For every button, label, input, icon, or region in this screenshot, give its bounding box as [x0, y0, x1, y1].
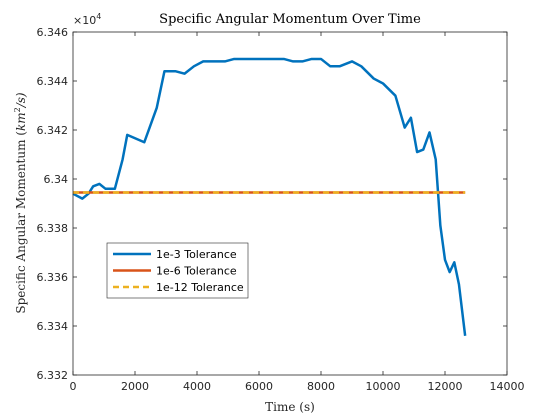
y-exponent-label: ×104	[73, 12, 101, 27]
legend-label-2: 1e-6 Tolerance	[156, 265, 237, 278]
series-lines	[72, 57, 467, 336]
plot-area	[73, 32, 507, 375]
x-tick-label: 4000	[183, 380, 211, 393]
y-tick-label: 6.336	[37, 271, 69, 284]
y-axis-label-unit-base: km	[14, 112, 28, 131]
x-tick-label: 6000	[245, 380, 273, 393]
x-tick-label: 14000	[490, 380, 525, 393]
y-axis-label-unit-exp: 2	[13, 107, 22, 112]
series-line-1	[72, 57, 467, 336]
x-tick-label: 8000	[307, 380, 335, 393]
legend: 1e-3 Tolerance 1e-6 Tolerance 1e-12 Tolera…	[106, 242, 249, 299]
y-tick-label: 6.34	[44, 173, 69, 186]
chart-title: Specific Angular Momentum Over Time	[159, 12, 421, 27]
y-tick-label: 6.344	[37, 75, 69, 88]
x-tick-label: 10000	[366, 380, 401, 393]
y-exponent-base: ×10	[73, 14, 96, 27]
y-axis-label: Specific Angular Momentum (km2/s)	[13, 92, 28, 314]
x-axis-label: Time (s)	[265, 400, 315, 414]
y-tick-label: 6.346	[37, 26, 69, 39]
y-exponent-power: 4	[96, 12, 101, 21]
y-tick-label: 6.342	[37, 124, 69, 137]
y-axis-label-main: Specific Angular Momentum (	[14, 131, 28, 314]
y-tick-label: 6.338	[37, 222, 69, 235]
axis-ticks: 0 2000 4000 6000 8000 10000 12000 14000 6.332 6.3…	[37, 26, 525, 393]
legend-label-1: 1e-3 Tolerance	[156, 248, 237, 261]
y-tick-label: 6.332	[37, 369, 69, 382]
legend-label-3: 1e-12 Tolerance	[156, 281, 244, 294]
y-axis-label-unit-tail: /s)	[14, 92, 28, 108]
y-tick-label: 6.334	[37, 320, 69, 333]
axes-box	[72, 31, 508, 376]
x-tick-label: 2000	[121, 380, 149, 393]
x-tick-label: 0	[70, 380, 77, 393]
x-tick-label: 12000	[428, 380, 463, 393]
